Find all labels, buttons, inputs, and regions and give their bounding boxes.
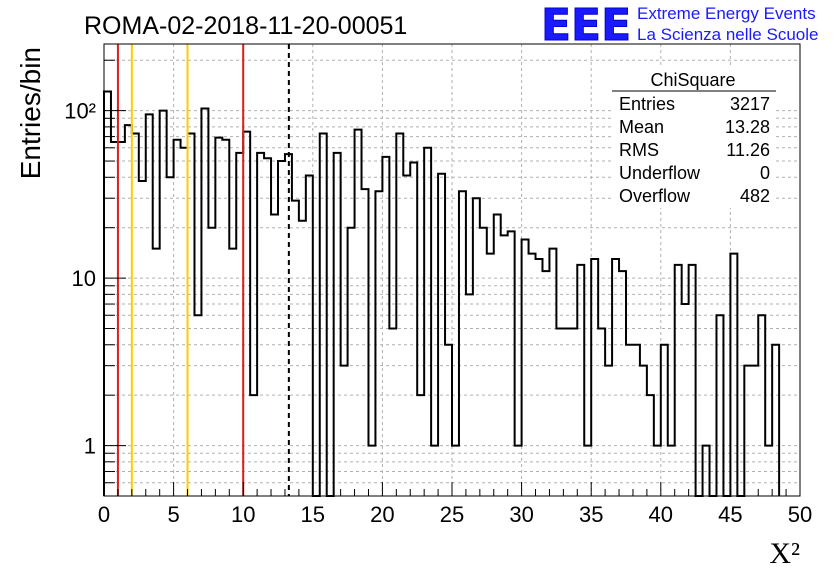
stat-label-overflow: Overflow — [619, 186, 691, 206]
x-tick-label: 10 — [231, 502, 255, 527]
brand-line-2: La Scienza nelle Scuole — [637, 25, 818, 44]
x-tick-labels: 0 5 10 15 20 25 30 35 40 45 50 — [98, 502, 812, 527]
stat-value-mean: 13.28 — [725, 117, 770, 137]
x-tick-label: 15 — [301, 502, 325, 527]
stat-label-underflow: Underflow — [619, 163, 701, 183]
stats-box: ChiSquare Entries 3217 Mean 13.28 RMS 11… — [612, 68, 776, 208]
y-tick-labels: 1 10 10² — [64, 99, 96, 459]
eee-logo: EEE — [541, 0, 631, 51]
x-tick-label: 35 — [579, 502, 603, 527]
x-tick-label: 5 — [167, 502, 179, 527]
x-tick-label: 40 — [649, 502, 673, 527]
stat-label-rms: RMS — [619, 140, 659, 160]
stat-value-underflow: 0 — [760, 163, 770, 183]
reference-lines — [116, 44, 290, 496]
axes-ticks — [103, 59, 801, 496]
histogram-outline — [103, 90, 781, 497]
stat-label-mean: Mean — [619, 117, 664, 137]
x-tick-label: 25 — [440, 502, 464, 527]
stats-box-title: ChiSquare — [650, 70, 735, 90]
stat-value-overflow: 482 — [740, 186, 770, 206]
brand-line-1: Extreme Energy Events — [637, 4, 816, 23]
x-tick-label: 20 — [370, 502, 394, 527]
stat-value-rms: 11.26 — [726, 140, 770, 160]
stat-value-entries: 3217 — [730, 94, 770, 114]
x-axis-label: X² — [769, 537, 800, 570]
y-axis-label: Entries/bin — [15, 47, 46, 179]
x-tick-label: 30 — [509, 502, 533, 527]
histogram-series — [103, 90, 781, 497]
y-tick-label: 10² — [64, 99, 96, 124]
run-title: ROMA-02-2018-11-20-00051 — [84, 12, 407, 40]
y-tick-label: 1 — [84, 434, 96, 459]
y-tick-label: 10 — [72, 266, 96, 291]
stat-label-entries: Entries — [619, 94, 675, 114]
x-tick-label: 0 — [98, 502, 110, 527]
x-tick-label: 45 — [718, 502, 742, 527]
x-tick-label: 50 — [788, 502, 812, 527]
